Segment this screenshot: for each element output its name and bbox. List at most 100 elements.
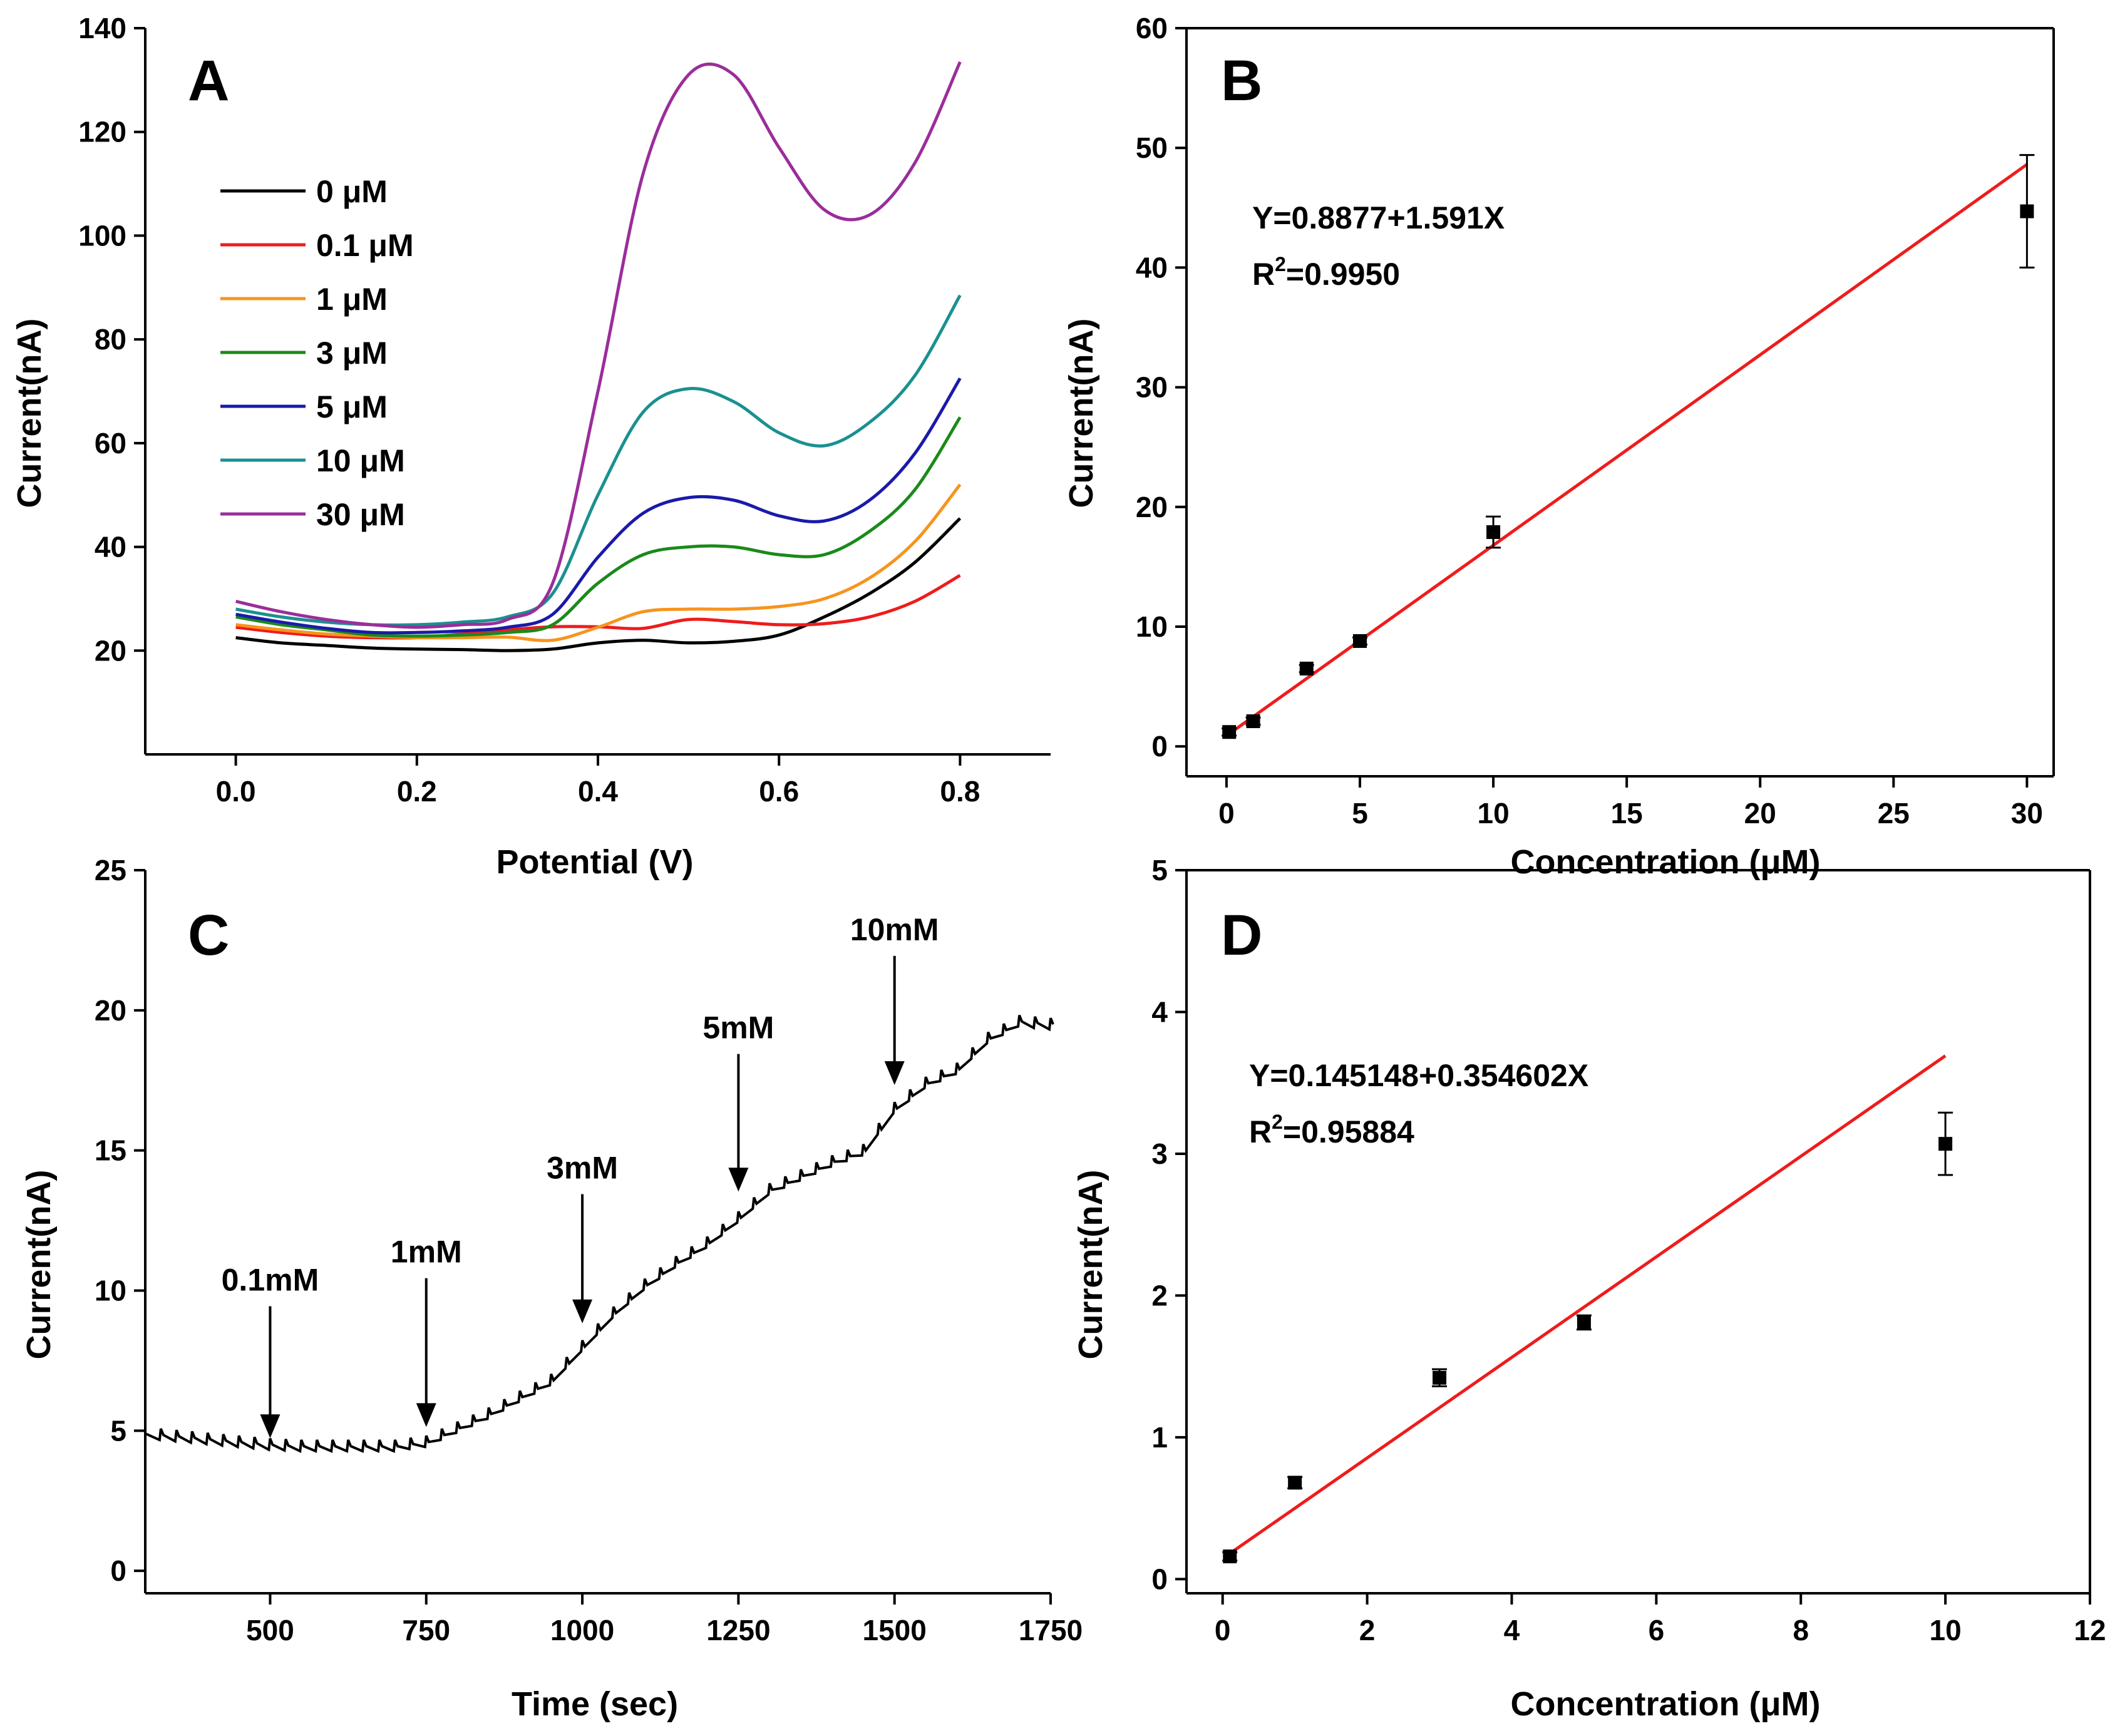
panel-c-y-tick-label: 0 <box>110 1554 126 1587</box>
panel-b-fit-line <box>1228 163 2028 736</box>
panel-b: B 0 5 10 15 20 25 30 0 10 20 30 40 50 60 Y=0.8877+1.5… <box>1063 12 2055 881</box>
panel-b-x-tick-label: 20 <box>1744 797 1776 829</box>
panel-c-x-tick-label: 1250 <box>706 1614 770 1646</box>
panel-d-x-tick-label: 12 <box>2074 1614 2106 1646</box>
panel-d-y-tick-label: 4 <box>1151 995 1168 1028</box>
panel-a-y-tick-label: 20 <box>95 634 126 667</box>
panel-a-letter: A <box>188 49 229 113</box>
panel-a-x-tick-label: 0.4 <box>578 775 618 808</box>
panel-c-y-label: Current(nA) <box>20 1170 58 1360</box>
panel-b-data-point <box>1246 714 1260 729</box>
panel-c: C 500 750 1000 1250 1500 1750 0 5 10 15 20 25 0.1mM… <box>20 854 1083 1723</box>
panel-b-y-tick-label: 50 <box>1136 131 1168 164</box>
panel-b-x-tick-label: 10 <box>1477 797 1509 829</box>
panel-a-x-tick-label: 0.0 <box>216 775 256 808</box>
panel-b-y-tick-label: 10 <box>1136 610 1168 643</box>
panel-b-x-tick-label: 25 <box>1878 797 1910 829</box>
panel-a-legend-label: 0 μM <box>316 174 388 209</box>
panel-b-y-label: Current(nA) <box>1063 319 1100 508</box>
panel-d-letter: D <box>1221 903 1262 967</box>
panel-a-y-tick-label: 140 <box>78 12 126 44</box>
panel-c-annotation-label: 10mM <box>850 912 939 947</box>
panel-c-annotation-label: 1mM <box>391 1235 462 1270</box>
panel-a-legend-label: 0.1 μM <box>316 228 414 263</box>
panel-d-x-tick-label: 10 <box>1930 1614 1962 1646</box>
panel-d-r-squared: R2=0.95884 <box>1249 1111 1414 1149</box>
panel-b-axes: 0 5 10 15 20 25 30 0 10 20 30 40 50 60 <box>1136 12 2055 829</box>
panel-b-data-point <box>1299 661 1314 675</box>
panel-d-data-point <box>1223 1549 1237 1564</box>
panel-a-series-line <box>235 378 962 635</box>
panel-a-y-tick-label: 100 <box>78 219 126 252</box>
panel-b-x-tick-label: 15 <box>1611 797 1643 829</box>
panel-a-x-tick-label: 0.8 <box>940 775 980 808</box>
panel-b-y-tick-label: 20 <box>1136 491 1168 523</box>
panel-d-y-tick-label: 0 <box>1151 1563 1168 1595</box>
panel-d-data-point <box>1577 1315 1591 1330</box>
panel-a-y-tick-label: 60 <box>95 427 126 460</box>
panel-a-series <box>235 61 962 652</box>
panel-c-y-tick-label: 20 <box>95 994 126 1027</box>
panel-c-annotations: 0.1mM 1mM 3mM 5mM 10mM <box>222 912 939 1439</box>
panel-d-y-tick-label: 3 <box>1151 1138 1168 1170</box>
panel-a-y-tick-label: 80 <box>95 323 126 356</box>
panel-c-x-tick-label: 1500 <box>863 1614 927 1646</box>
panel-c-arrow-head <box>884 1061 905 1086</box>
panel-b-letter: B <box>1221 49 1262 113</box>
panel-c-arrow-head <box>260 1414 280 1439</box>
panel-d-y-label: Current(nA) <box>1072 1170 1109 1360</box>
panel-a-x-tick-label: 0.6 <box>759 775 799 808</box>
panel-a-legend-label: 1 μM <box>316 282 388 317</box>
panel-c-x-tick-label: 500 <box>246 1614 294 1646</box>
panel-b-data-point <box>1486 525 1501 539</box>
panel-c-trace <box>145 1014 1054 1454</box>
panel-c-annotation-label: 3mM <box>547 1150 618 1185</box>
panel-d-x-tick-label: 8 <box>1793 1614 1809 1646</box>
panel-c-annotation-label: 0.1mM <box>222 1263 319 1298</box>
panel-a-axes: 0.0 0.2 0.4 0.6 0.8 20 40 60 80 100 120 140 <box>78 12 1051 808</box>
panel-b-data-point <box>1222 725 1237 739</box>
panel-b-data-point <box>2020 204 2034 218</box>
panel-d-x-tick-label: 0 <box>1215 1614 1231 1646</box>
panel-a-series-line <box>235 416 962 638</box>
panel-c-arrow-head <box>416 1403 436 1427</box>
panel-d-marks <box>1222 1054 1953 1564</box>
panel-c-y-tick-label: 15 <box>95 1134 126 1167</box>
panel-b-y-tick-label: 60 <box>1136 12 1168 44</box>
panel-d-y-tick-label: 5 <box>1151 854 1168 886</box>
panel-c-x-tick-label: 1000 <box>550 1614 614 1646</box>
panel-b-y-tick-label: 40 <box>1136 251 1168 284</box>
panel-d-x-label: Concentration (μM) <box>1511 1685 1821 1723</box>
panel-a-legend-label: 3 μM <box>316 336 388 371</box>
panel-b-y-tick-label: 30 <box>1136 371 1168 404</box>
panel-d-y-tick-label: 2 <box>1151 1279 1168 1312</box>
panel-c-arrow-head <box>728 1168 749 1192</box>
panel-d-x-tick-label: 6 <box>1649 1614 1665 1646</box>
panel-b-x-label: Concentration (μM) <box>1511 843 1821 881</box>
panel-a-legend-label: 5 μM <box>316 389 388 424</box>
panel-b-y-tick-label: 0 <box>1151 730 1168 763</box>
panel-b-marks <box>1222 154 2035 739</box>
panel-d-fit-line <box>1228 1054 1947 1555</box>
panel-c-y-tick-label: 10 <box>95 1275 126 1307</box>
panel-d-data-point <box>1938 1137 1953 1151</box>
panel-a-y-tick-label: 40 <box>95 531 126 563</box>
panel-c-x-tick-label: 750 <box>402 1614 450 1646</box>
panel-b-x-tick-label: 30 <box>2011 797 2043 829</box>
panel-b-x-tick-label: 5 <box>1352 797 1368 829</box>
panel-a-y-tick-label: 120 <box>78 116 126 148</box>
panel-a-x-tick-label: 0.2 <box>397 775 437 808</box>
panel-d-x-tick-label: 4 <box>1504 1614 1520 1646</box>
panel-c-letter: C <box>188 903 229 967</box>
panel-c-x-tick-label: 1750 <box>1019 1614 1083 1646</box>
panel-d-equation: Y=0.145148+0.354602X <box>1249 1058 1588 1093</box>
panel-d-y-tick-label: 1 <box>1151 1421 1168 1454</box>
panel-a-series-line <box>235 61 962 629</box>
panel-a-legend: 0 μM 0.1 μM 1 μM 3 μM 5 μM 10 μM 30 μM <box>220 174 414 532</box>
panel-c-trace-line <box>145 1014 1054 1454</box>
panel-c-y-tick-label: 25 <box>95 854 126 886</box>
